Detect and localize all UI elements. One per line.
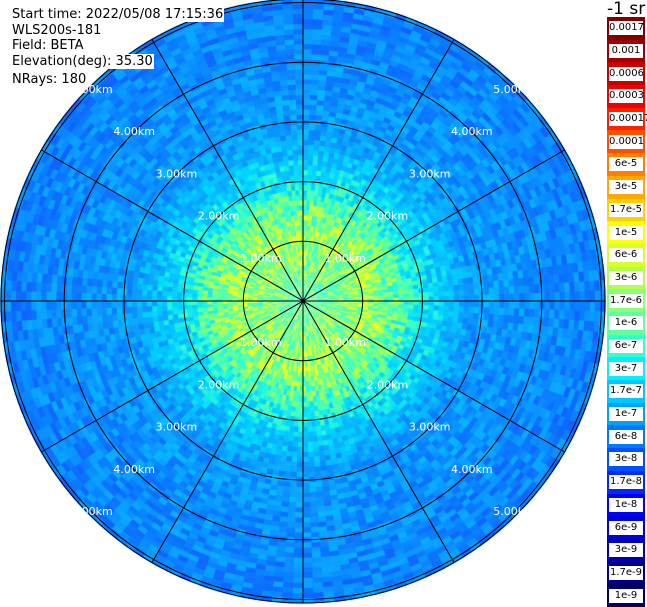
range-ring-label: 3.00km bbox=[156, 421, 198, 434]
colorbar-tick-label: 1.7e-9 bbox=[609, 565, 643, 580]
colorbar-tick-label: 1.7e-7 bbox=[609, 384, 643, 399]
colorbar-swatch: 1.7e-5 bbox=[607, 198, 645, 222]
colorbar-tick-label: 0.0006 bbox=[609, 66, 644, 81]
colorbar-swatch: 0.001 bbox=[607, 39, 645, 63]
range-ring-label: 4.00km bbox=[113, 125, 155, 138]
colorbar-swatch: 0.0017 bbox=[607, 17, 645, 41]
colorbar-swatch: 1.7e-9 bbox=[607, 561, 645, 585]
colorbar-tick-label: 0.001 bbox=[609, 44, 643, 59]
range-ring-label: 5.00km bbox=[71, 505, 113, 518]
colorbar-tick-label: 3e-9 bbox=[609, 543, 643, 558]
range-ring bbox=[123, 121, 483, 481]
colorbar-swatch: 3e-6 bbox=[607, 266, 645, 290]
colorbar-swatch: 0.0006 bbox=[607, 62, 645, 86]
range-ring-label: 1.00km bbox=[240, 336, 282, 349]
colorbar-tick-label: 0.0001 bbox=[609, 134, 644, 149]
colorbar-swatch: 0.0001 bbox=[607, 130, 645, 154]
range-ring bbox=[4, 2, 602, 600]
range-ring-label: 1.00km bbox=[324, 336, 366, 349]
range-ring-label: 2.00km bbox=[198, 378, 240, 391]
range-ring-label: 2.00km bbox=[367, 210, 409, 223]
range-ring-label: 2.00km bbox=[198, 210, 240, 223]
colorbar-tick-label: 6e-5 bbox=[609, 157, 643, 172]
colorbar-swatch: 3e-9 bbox=[607, 538, 645, 563]
colorbar-swatch: 6e-8 bbox=[607, 425, 645, 449]
colorbar-tick-label: 0.00017 bbox=[609, 112, 647, 127]
range-ring-label: 3.00km bbox=[409, 421, 451, 434]
colorbar-tick-label: 6e-9 bbox=[609, 520, 643, 535]
colorbar-tick-label: 3e-6 bbox=[609, 270, 643, 285]
range-ring-label: 2.00km bbox=[367, 378, 409, 391]
colorbar-swatch: 3e-7 bbox=[607, 357, 645, 381]
colorbar-swatch: 1e-5 bbox=[607, 221, 645, 245]
colorbar-swatch: 0.00017 bbox=[607, 107, 647, 131]
range-ring-label: 5.00km bbox=[493, 83, 535, 96]
range-ring-label: 5.00km bbox=[493, 505, 535, 518]
colorbar-tick-label: 1e-6 bbox=[609, 316, 643, 331]
colorbar-swatch: 0.0003 bbox=[607, 85, 645, 109]
colorbar-tick-label: 1e-8 bbox=[609, 497, 643, 512]
colorbar-tick-label: 6e-6 bbox=[609, 248, 643, 263]
colorbar-swatch: 1e-9 bbox=[607, 584, 645, 607]
colorbar-swatch: 1e-7 bbox=[607, 402, 645, 426]
colorbar-swatch: 6e-9 bbox=[607, 516, 645, 540]
colorbar-swatch: 6e-7 bbox=[607, 334, 645, 358]
range-ring-label: 1.00km bbox=[240, 252, 282, 265]
radial-line bbox=[41, 149, 565, 453]
colorbar-tick-label: 3e-8 bbox=[609, 452, 643, 467]
start-time-label: Start time: 2022/05/08 17:15:36 bbox=[11, 7, 225, 22]
field-label: Field: BETA bbox=[11, 38, 85, 53]
range-ring-label: 4.00km bbox=[451, 125, 493, 138]
instrument-label: WLS200s-181 bbox=[11, 23, 103, 38]
range-ring-label: 4.00km bbox=[113, 463, 155, 476]
colorbar: 0.0017 0.001 0.0006 0.0003 0.00017 0.0001 6e-5… bbox=[607, 17, 647, 607]
colorbar-swatch: 6e-6 bbox=[607, 243, 645, 268]
colorbar-tick-label: 6e-7 bbox=[609, 339, 643, 354]
colorbar-tick-label: 1e-7 bbox=[609, 407, 643, 422]
colorbar-swatch: 1e-8 bbox=[607, 493, 645, 517]
range-ring-label: 4.00km bbox=[451, 463, 493, 476]
colorbar-tick-label: 1e-9 bbox=[609, 588, 643, 603]
colorbar-swatch: 3e-8 bbox=[607, 448, 645, 472]
colorbar-tick-label: 3e-5 bbox=[609, 180, 643, 195]
colorbar-tick-label: 1.7e-6 bbox=[609, 293, 643, 308]
colorbar-tick-label: 0.0017 bbox=[609, 21, 644, 36]
colorbar-swatch: 1.7e-6 bbox=[607, 289, 645, 313]
range-ring bbox=[183, 181, 423, 421]
range-ring bbox=[63, 61, 543, 541]
colorbar-swatch: 1.7e-8 bbox=[607, 470, 645, 495]
colorbar-swatch: 1.7e-7 bbox=[607, 380, 645, 404]
colorbar-units: -1 sr bbox=[607, 0, 646, 19]
range-ring-label: 3.00km bbox=[409, 167, 451, 180]
elevation-label: Elevation(deg): 35.30 bbox=[11, 54, 154, 69]
outer-ring bbox=[0, 0, 606, 604]
range-ring-label: 1.00km bbox=[324, 252, 366, 265]
colorbar-tick-label: 1e-5 bbox=[609, 225, 643, 240]
nrays-label: NRays: 180 bbox=[11, 72, 88, 87]
colorbar-swatch: 3e-5 bbox=[607, 175, 645, 200]
colorbar-tick-label: 0.0003 bbox=[609, 89, 644, 104]
colorbar-swatch: 6e-5 bbox=[607, 153, 645, 177]
colorbar-tick-label: 1.7e-8 bbox=[609, 475, 643, 490]
colorbar-tick-label: 1.7e-5 bbox=[609, 202, 643, 217]
range-ring-label: 3.00km bbox=[156, 167, 198, 180]
colorbar-tick-label: 6e-8 bbox=[609, 429, 643, 444]
colorbar-tick-label: 3e-7 bbox=[609, 361, 643, 376]
colorbar-swatch: 1e-6 bbox=[607, 312, 645, 336]
range-ring bbox=[242, 240, 364, 362]
